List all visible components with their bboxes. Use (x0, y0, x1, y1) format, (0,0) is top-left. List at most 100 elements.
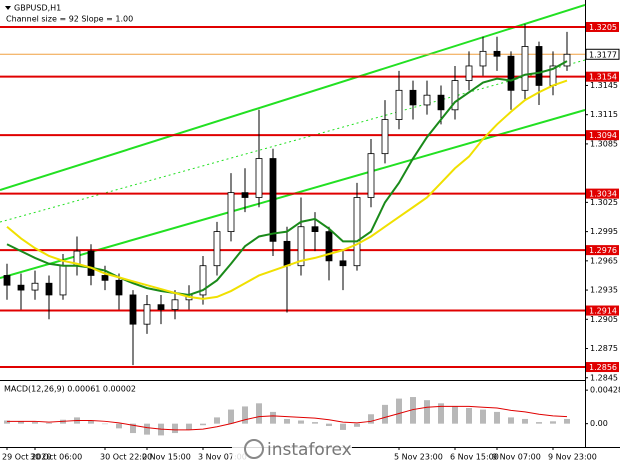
y-tick-label: 1.2995 (590, 227, 618, 236)
chart-title: GBPUSD,H1 (14, 4, 61, 13)
x-tick-label: 30 Oct 06:00 (30, 453, 82, 462)
level-label: 1.3034 (589, 190, 617, 199)
macd-bar (550, 421, 556, 424)
macd-bar (452, 406, 458, 424)
macd-bar (284, 418, 290, 424)
candle-body (255, 158, 263, 198)
macd-bar (256, 403, 262, 424)
y-tick-label: 1.3025 (590, 198, 618, 207)
level-label-box (586, 362, 619, 373)
moving-average (6, 79, 568, 300)
candle-body (31, 282, 39, 291)
candle-body (199, 265, 207, 296)
macd-bar (214, 417, 220, 424)
candle-body (101, 275, 109, 281)
candle-body (423, 94, 431, 106)
macd-bar (102, 423, 108, 425)
candle-body (339, 260, 347, 267)
macd-bar (368, 414, 374, 424)
y-tick-label: 1.2965 (590, 256, 618, 265)
macd-bar (522, 418, 528, 424)
macd-bar (298, 420, 304, 424)
level-label: 1.2976 (589, 246, 617, 255)
level-label-box (586, 305, 619, 316)
macd-bar (354, 423, 360, 427)
x-tick-label: 9 Nov 07:00 (492, 453, 541, 462)
y-tick-label: 1.3145 (590, 81, 618, 90)
candle-body (451, 80, 459, 111)
candle-body (367, 153, 375, 198)
macd-bar (508, 417, 514, 424)
macd-bar (88, 420, 94, 424)
macd-bar (242, 406, 248, 424)
y-tick-label: 1.2905 (590, 315, 618, 324)
level-label: 1.2856 (589, 363, 617, 372)
candle-body (395, 89, 403, 120)
x-tick-label: 9 Nov 23:00 (548, 453, 597, 462)
macd-bar (382, 404, 388, 424)
macd-bar (564, 418, 570, 424)
x-tick-label: 29 Oct 2020 (2, 453, 51, 462)
chart-subtitle: Channel size = 92 Slope = 1.00 (6, 15, 133, 24)
macd-bar (32, 422, 38, 424)
candle-body (297, 226, 305, 267)
macd-bar (424, 400, 430, 424)
macd-y-tick-label: 0.00 (590, 419, 608, 428)
moving-average (6, 60, 568, 296)
y-tick-label: 1.3085 (590, 139, 618, 148)
candle-body (479, 50, 487, 67)
y-tick-label: 1.3115 (590, 110, 618, 119)
channel-middle (0, 59, 586, 223)
macd-bar (144, 423, 150, 435)
candle-body (563, 53, 571, 67)
candle-body (3, 275, 11, 286)
candle-body (465, 65, 473, 81)
plot-layer: 1.31451.31151.30851.30251.29951.29651.29… (0, 4, 620, 462)
x-tick-label: 3 Nov 07:00 (198, 453, 247, 462)
candle-body (437, 94, 445, 111)
level-label-box (586, 188, 619, 199)
candle-body (325, 231, 333, 262)
macd-bar (438, 403, 444, 424)
title-icon (5, 6, 11, 10)
level-label: 1.2914 (589, 307, 617, 316)
candle-body (129, 294, 137, 325)
level-label-box (586, 71, 619, 82)
level-label: 1.3154 (589, 73, 617, 82)
macd-bar (116, 423, 122, 429)
level-label-box (586, 21, 619, 32)
x-tick-label: 30 Oct 22:00 (100, 453, 152, 462)
y-tick-label: 1.2935 (590, 286, 618, 295)
macd-y-tick-label: 0.00428 (590, 386, 620, 395)
macd-bar (18, 421, 24, 424)
candle-body (45, 282, 53, 296)
y-tick-label: 1.2845 (590, 373, 618, 382)
watermark: instaforex (267, 440, 352, 460)
macd-bar (46, 422, 52, 424)
level-label: 1.3205 (589, 23, 617, 32)
candle-body (213, 231, 221, 267)
current-price-box (585, 48, 620, 60)
x-tick-label: 2 Nov 15:00 (142, 453, 191, 462)
candle-body (283, 240, 291, 267)
candle-body (493, 50, 501, 57)
candle-body (311, 226, 319, 233)
macd-bar (186, 423, 192, 430)
macd-bar (410, 397, 416, 424)
candle-body (381, 119, 389, 155)
macd-bar (172, 423, 178, 434)
macd-label: MACD(12,26,9) 0.00061 0.00002 (4, 385, 136, 394)
candle-body (171, 299, 179, 310)
macd-bar (466, 408, 472, 424)
macd-bar (4, 420, 10, 424)
candle-body (157, 304, 165, 310)
candle-body (353, 197, 361, 267)
candle-body (87, 250, 95, 276)
macd-bar (326, 423, 332, 427)
candle-body (59, 265, 67, 296)
macd-bar (130, 423, 136, 434)
candle-body (535, 46, 543, 86)
candle-body (507, 55, 515, 91)
macd-bar (536, 422, 542, 424)
